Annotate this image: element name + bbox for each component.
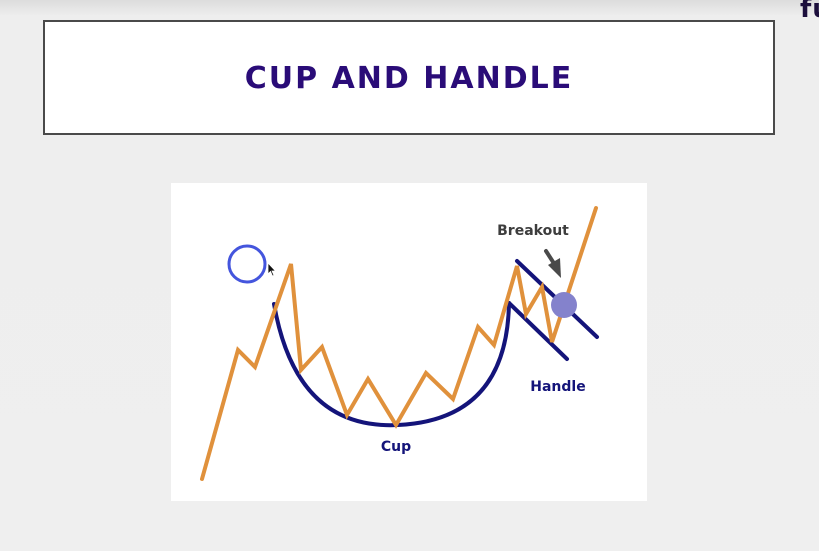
price-line: [200, 206, 598, 481]
breakout-label: Breakout: [497, 223, 569, 239]
corner-logo-text: fu: [800, 0, 819, 24]
handle-lower-line: [507, 301, 569, 361]
page-title: CUP AND HANDLE: [244, 61, 574, 96]
title-banner: CUP AND HANDLE: [43, 20, 775, 135]
handle-label: Handle: [530, 379, 585, 395]
breakout-arrow-icon: [544, 249, 561, 278]
cursor-highlight-ring: [227, 244, 267, 284]
cup-label: Cup: [381, 439, 411, 455]
breakout-point-marker: [551, 292, 577, 318]
mouse-pointer-icon: [267, 261, 277, 277]
pattern-illustration: Breakout Cup Handle: [200, 206, 599, 481]
cup-and-handle-diagram: Breakout Cup Handle: [171, 183, 647, 501]
cup-arc: [272, 301, 511, 428]
